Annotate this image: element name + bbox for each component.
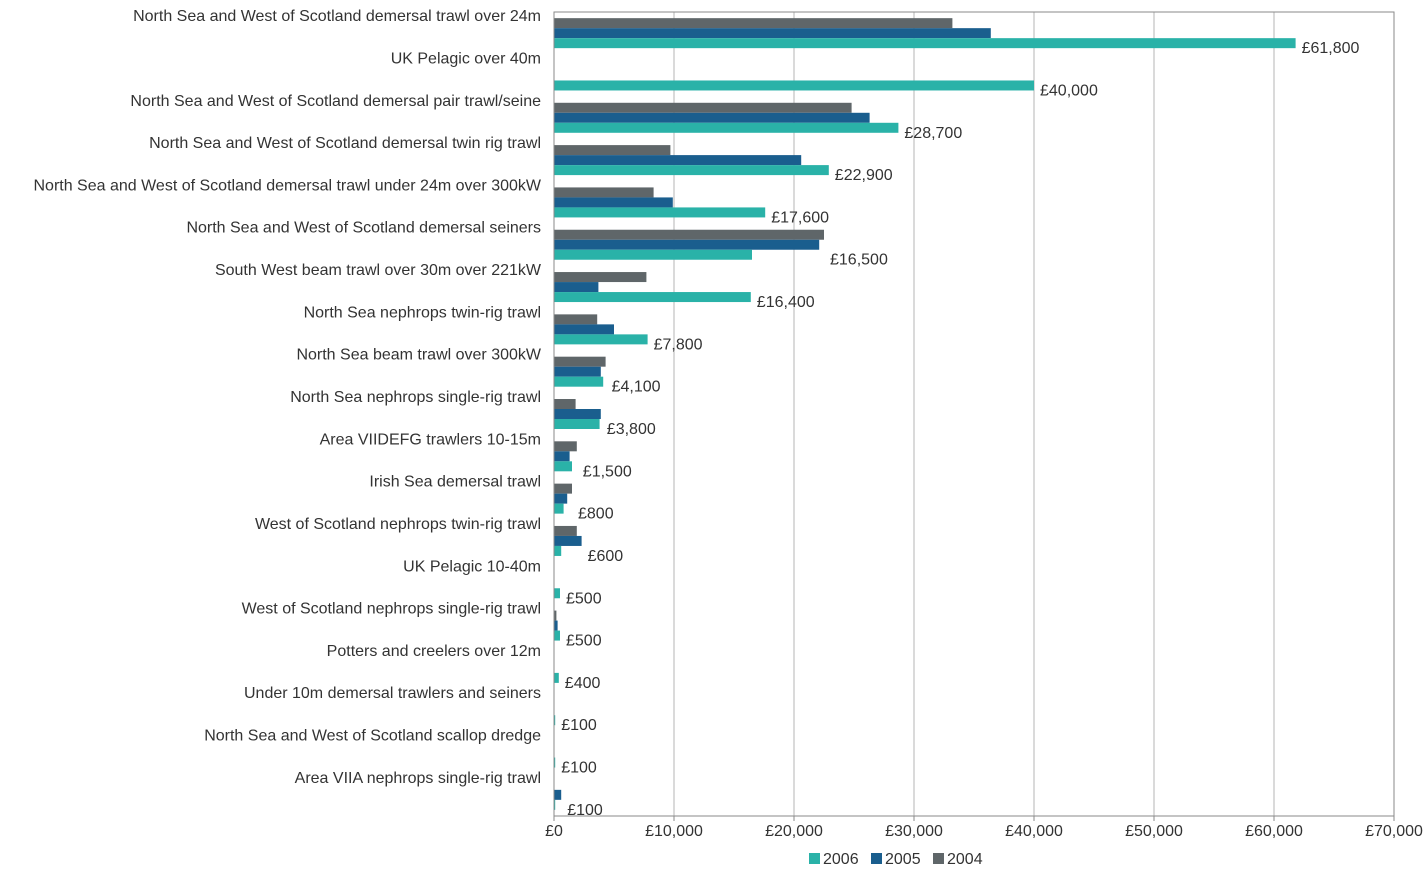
data-label: £500 — [566, 633, 602, 650]
bar-2005 — [554, 324, 614, 334]
x-tick-label: £50,000 — [1125, 823, 1183, 840]
bar-2005 — [554, 113, 870, 123]
category-label: UK Pelagic 10-40m — [403, 558, 541, 575]
bar-2006 — [554, 250, 752, 260]
bar-2004 — [554, 187, 654, 197]
bar-2005 — [554, 790, 561, 800]
bar-2005 — [554, 451, 570, 461]
data-label: £4,100 — [612, 379, 661, 396]
legend-swatch-2004 — [933, 853, 944, 864]
data-label: £16,500 — [830, 252, 888, 269]
data-label: £800 — [578, 506, 614, 523]
category-label: North Sea and West of Scotland demersal … — [133, 8, 541, 25]
x-axis-tick-labels: £0 £10,000 £20,000 £30,000 £40,000 £50,000 £60… — [545, 823, 1423, 840]
bar-2004 — [554, 230, 824, 240]
category-label: West of Scotland nephrops twin-rig trawl — [255, 516, 541, 533]
bar-2004 — [554, 272, 646, 282]
data-label: £100 — [567, 802, 603, 819]
x-tick-label: £60,000 — [1245, 823, 1303, 840]
data-label: £61,800 — [1302, 40, 1360, 57]
bar-2006 — [554, 419, 600, 429]
bar-2006 — [554, 207, 765, 217]
legend-label-2004: 2004 — [947, 851, 983, 868]
data-label: £1,500 — [583, 463, 632, 480]
data-label: £400 — [565, 675, 601, 692]
legend-label-2005: 2005 — [885, 851, 921, 868]
bar-2005 — [554, 409, 601, 419]
category-label: North Sea nephrops single-rig trawl — [290, 389, 541, 406]
bar-2004 — [554, 314, 597, 324]
bar-2006 — [554, 588, 560, 598]
category-labels: North Sea and West of Scotland demersal … — [33, 8, 541, 787]
category-label: South West beam trawl over 30m over 221k… — [215, 262, 542, 279]
category-label: North Sea and West of Scotland scallop d… — [204, 728, 541, 745]
bar-2005 — [554, 621, 558, 631]
x-tick-label: £10,000 — [645, 823, 703, 840]
bar-2006 — [554, 38, 1296, 48]
category-label: North Sea nephrops twin-rig trawl — [304, 304, 541, 321]
data-label: £28,700 — [904, 125, 962, 142]
bar-2004 — [554, 399, 576, 409]
data-label: £100 — [561, 760, 597, 777]
category-label: North Sea and West of Scotland demersal … — [33, 177, 541, 194]
bar-2006 — [554, 673, 559, 683]
bar-2005 — [554, 536, 582, 546]
bar-2004 — [554, 484, 572, 494]
bar-2006 — [554, 631, 560, 641]
data-label: £17,600 — [771, 209, 829, 226]
bar-2005 — [554, 494, 567, 504]
bar-2006 — [554, 292, 751, 302]
legend-swatch-2006 — [809, 853, 820, 864]
bar-2004 — [554, 526, 577, 536]
bar-2004 — [554, 145, 670, 155]
category-label: Area VIIA nephrops single-rig trawl — [295, 770, 541, 787]
bar-2006 — [554, 504, 564, 514]
category-label: West of Scotland nephrops single-rig tra… — [242, 601, 541, 618]
category-label: Under 10m demersal trawlers and seiners — [244, 685, 541, 702]
bar-2004 — [554, 441, 577, 451]
gridlines — [554, 12, 1394, 821]
x-tick-label: £40,000 — [1005, 823, 1063, 840]
bar-2004 — [554, 103, 852, 113]
category-label: North Sea and West of Scotland demersal … — [149, 135, 541, 152]
bar-2005 — [554, 282, 598, 292]
bar-2006 — [554, 461, 572, 471]
bar-2006 — [554, 123, 898, 133]
data-label: £3,800 — [607, 421, 656, 438]
category-label: North Sea beam trawl over 300kW — [296, 347, 541, 364]
legend: 2006 2005 2004 — [809, 851, 983, 868]
bar-2005 — [554, 197, 673, 207]
bar-2006 — [554, 377, 603, 387]
category-label: North Sea and West of Scotland demersal … — [130, 93, 541, 110]
bar-2006 — [554, 546, 561, 556]
data-label: £16,400 — [757, 294, 815, 311]
x-tick-label: £0 — [545, 823, 563, 840]
bar-2006 — [554, 165, 829, 175]
data-label: £7,800 — [654, 336, 703, 353]
category-label: Area VIIDEFG trawlers 10-15m — [320, 431, 541, 448]
data-label: £22,900 — [835, 167, 893, 184]
category-label: UK Pelagic over 40m — [391, 50, 541, 67]
legend-label-2006: 2006 — [823, 851, 859, 868]
data-label: £40,000 — [1040, 82, 1098, 99]
bar-2005 — [554, 240, 819, 250]
data-label: £100 — [561, 717, 597, 734]
bar-2006 — [554, 80, 1034, 90]
x-tick-label: £30,000 — [885, 823, 943, 840]
data-label: £600 — [588, 548, 624, 565]
bar-2004 — [554, 18, 952, 28]
legend-swatch-2005 — [871, 853, 882, 864]
category-label: Irish Sea demersal trawl — [369, 474, 541, 491]
bar-2005 — [554, 155, 801, 165]
x-tick-label: £70,000 — [1365, 823, 1423, 840]
bar-2004 — [554, 357, 606, 367]
x-tick-label: £20,000 — [765, 823, 823, 840]
bar-2005 — [554, 367, 601, 377]
category-label: North Sea and West of Scotland demersal … — [186, 220, 541, 237]
data-label: £500 — [566, 590, 602, 607]
bar-2005 — [554, 28, 991, 38]
bar-2006 — [554, 334, 648, 344]
category-label: Potters and creelers over 12m — [327, 643, 541, 660]
